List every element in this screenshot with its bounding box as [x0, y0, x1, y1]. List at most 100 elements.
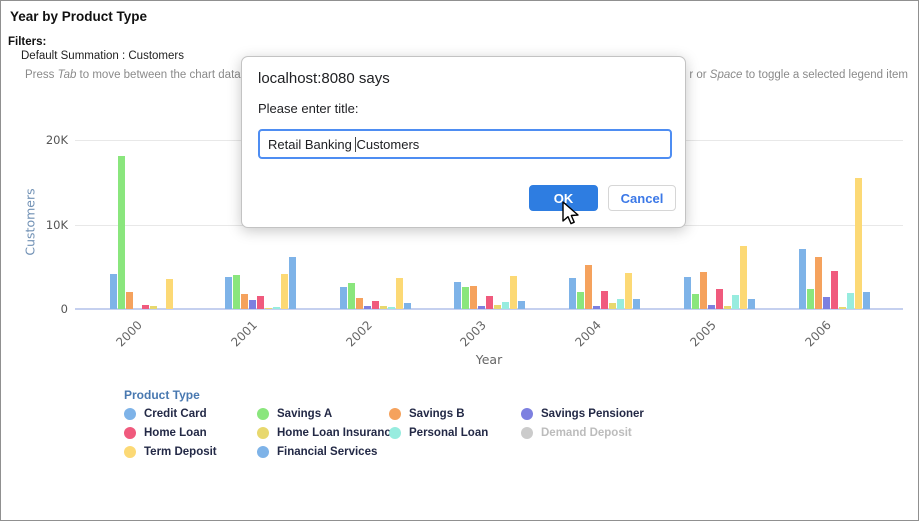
bar-personal-loan-2006[interactable] — [846, 293, 854, 309]
bar-savings-a-2006[interactable] — [806, 289, 814, 309]
bar-financial-services-2003[interactable] — [517, 301, 525, 309]
bar-home-loan-2005[interactable] — [715, 289, 723, 309]
bar-savings-pensioner-2001[interactable] — [248, 300, 256, 309]
bar-financial-services-2006[interactable] — [862, 292, 870, 309]
legend-item-label: Savings Pensioner — [541, 408, 644, 420]
bar-financial-services-2002[interactable] — [403, 303, 411, 309]
bar-savings-pensioner-2005[interactable] — [707, 305, 715, 309]
bar-term-deposit-2004[interactable] — [624, 273, 632, 309]
bar-savings-a-2002[interactable] — [347, 283, 355, 309]
legend-item-personal-loan[interactable]: Personal Loan — [389, 427, 521, 439]
bar-financial-services-2005[interactable] — [747, 299, 755, 309]
bar-credit-card-2006[interactable] — [798, 249, 806, 309]
bar-savings-a-2004[interactable] — [576, 292, 584, 309]
y-tick-label: 10K — [45, 218, 68, 232]
bar-term-deposit-2001[interactable] — [280, 274, 288, 309]
legend-item-label: Financial Services — [277, 446, 378, 458]
bar-savings-pensioner-2006[interactable] — [822, 297, 830, 309]
bar-home-loan-insurance-2002[interactable] — [379, 306, 387, 309]
bar-term-deposit-2006[interactable] — [854, 178, 862, 309]
legend-item-label: Demand Deposit — [541, 427, 632, 439]
bar-savings-a-2005[interactable] — [691, 294, 699, 309]
legend-item-savings-pensioner[interactable]: Savings Pensioner — [521, 408, 681, 420]
bar-savings-a-2000[interactable] — [117, 156, 125, 309]
x-axis-title: Year — [475, 352, 503, 367]
legend-item-savings-b[interactable]: Savings B — [389, 408, 521, 420]
bar-home-loan-insurance-2005[interactable] — [723, 306, 731, 309]
bar-home-loan-insurance-2001[interactable] — [264, 308, 272, 309]
bar-credit-card-2000[interactable] — [109, 274, 117, 309]
legend-item-savings-a[interactable]: Savings A — [257, 408, 389, 420]
x-axis-line — [75, 308, 903, 310]
bar-home-loan-insurance-2004[interactable] — [608, 303, 616, 309]
legend-item-label: Personal Loan — [409, 427, 489, 439]
bar-savings-b-2001[interactable] — [240, 294, 248, 309]
keyboard-hint-right: r or Space to toggle a selected legend i… — [689, 69, 908, 81]
mouse-cursor-icon — [562, 201, 579, 225]
bar-home-loan-insurance-2000[interactable] — [149, 306, 157, 309]
x-tick-label: 2006 — [802, 318, 834, 350]
legend-item-home-loan[interactable]: Home Loan — [124, 427, 257, 439]
filters-label: Filters: — [8, 36, 47, 48]
bar-savings-b-2006[interactable] — [814, 257, 822, 309]
legend-item-demand-deposit[interactable]: Demand Deposit — [521, 427, 681, 439]
bar-credit-card-2002[interactable] — [339, 287, 347, 309]
bar-savings-pensioner-2002[interactable] — [363, 306, 371, 309]
page-title: Year by Product Type — [10, 9, 148, 24]
legend-item-home-loan-insurance[interactable]: Home Loan Insurance — [257, 427, 397, 439]
legend-swatch-icon — [257, 446, 269, 458]
legend-item-label: Home Loan Insurance — [277, 427, 398, 439]
bar-personal-loan-2003[interactable] — [501, 302, 509, 309]
input-text-before-caret: Retail Banking — [268, 136, 356, 152]
legend-item-label: Savings A — [277, 408, 333, 420]
bar-savings-b-2002[interactable] — [355, 298, 363, 309]
legend-item-term-deposit[interactable]: Term Deposit — [124, 446, 257, 458]
bar-credit-card-2005[interactable] — [683, 277, 691, 309]
x-tick-label: 2002 — [343, 318, 375, 350]
bar-financial-services-2001[interactable] — [288, 257, 296, 309]
legend-swatch-icon — [124, 427, 136, 439]
legend-title: Product Type — [124, 388, 200, 402]
x-tick-label: 2000 — [113, 318, 145, 350]
bar-savings-b-2004[interactable] — [584, 265, 592, 309]
bar-savings-b-2000[interactable] — [125, 292, 133, 309]
bar-personal-loan-2002[interactable] — [387, 307, 395, 309]
bar-term-deposit-2002[interactable] — [395, 278, 403, 309]
cancel-button[interactable]: Cancel — [608, 185, 676, 211]
bar-savings-pensioner-2004[interactable] — [592, 306, 600, 309]
legend-item-credit-card[interactable]: Credit Card — [124, 408, 257, 420]
bar-home-loan-insurance-2006[interactable] — [838, 307, 846, 309]
bar-savings-a-2001[interactable] — [232, 275, 240, 309]
bar-credit-card-2001[interactable] — [224, 277, 232, 309]
legend-swatch-icon — [521, 427, 533, 439]
bar-personal-loan-2001[interactable] — [272, 307, 280, 309]
bar-term-deposit-2005[interactable] — [739, 246, 747, 309]
title-input[interactable]: Retail Banking Customers — [258, 129, 672, 159]
bar-personal-loan-2005[interactable] — [731, 295, 739, 309]
bar-credit-card-2003[interactable] — [453, 282, 461, 309]
bar-financial-services-2004[interactable] — [632, 299, 640, 309]
bar-savings-b-2005[interactable] — [699, 272, 707, 309]
legend-item-label: Term Deposit — [144, 446, 217, 458]
bar-credit-card-2004[interactable] — [568, 278, 576, 309]
bar-home-loan-2001[interactable] — [256, 296, 264, 309]
bar-home-loan-insurance-2003[interactable] — [493, 305, 501, 309]
bar-home-loan-2000[interactable] — [141, 305, 149, 309]
legend-item-financial-services[interactable]: Financial Services — [257, 446, 389, 458]
bar-personal-loan-2004[interactable] — [616, 299, 624, 309]
x-tick-label: 2004 — [572, 318, 604, 350]
bar-savings-a-2003[interactable] — [461, 287, 469, 309]
dialog-message: Please enter title: — [258, 101, 359, 116]
bar-term-deposit-2003[interactable] — [509, 276, 517, 309]
legend-item-label: Home Loan — [144, 427, 207, 439]
bar-term-deposit-2000[interactable] — [165, 279, 173, 309]
legend-swatch-icon — [257, 427, 269, 439]
bar-savings-pensioner-2003[interactable] — [477, 306, 485, 309]
bar-savings-b-2003[interactable] — [469, 286, 477, 309]
bar-home-loan-2002[interactable] — [371, 301, 379, 309]
bar-home-loan-2006[interactable] — [830, 271, 838, 309]
legend-swatch-icon — [124, 408, 136, 420]
bar-home-loan-2003[interactable] — [485, 296, 493, 309]
bar-home-loan-2004[interactable] — [600, 291, 608, 309]
